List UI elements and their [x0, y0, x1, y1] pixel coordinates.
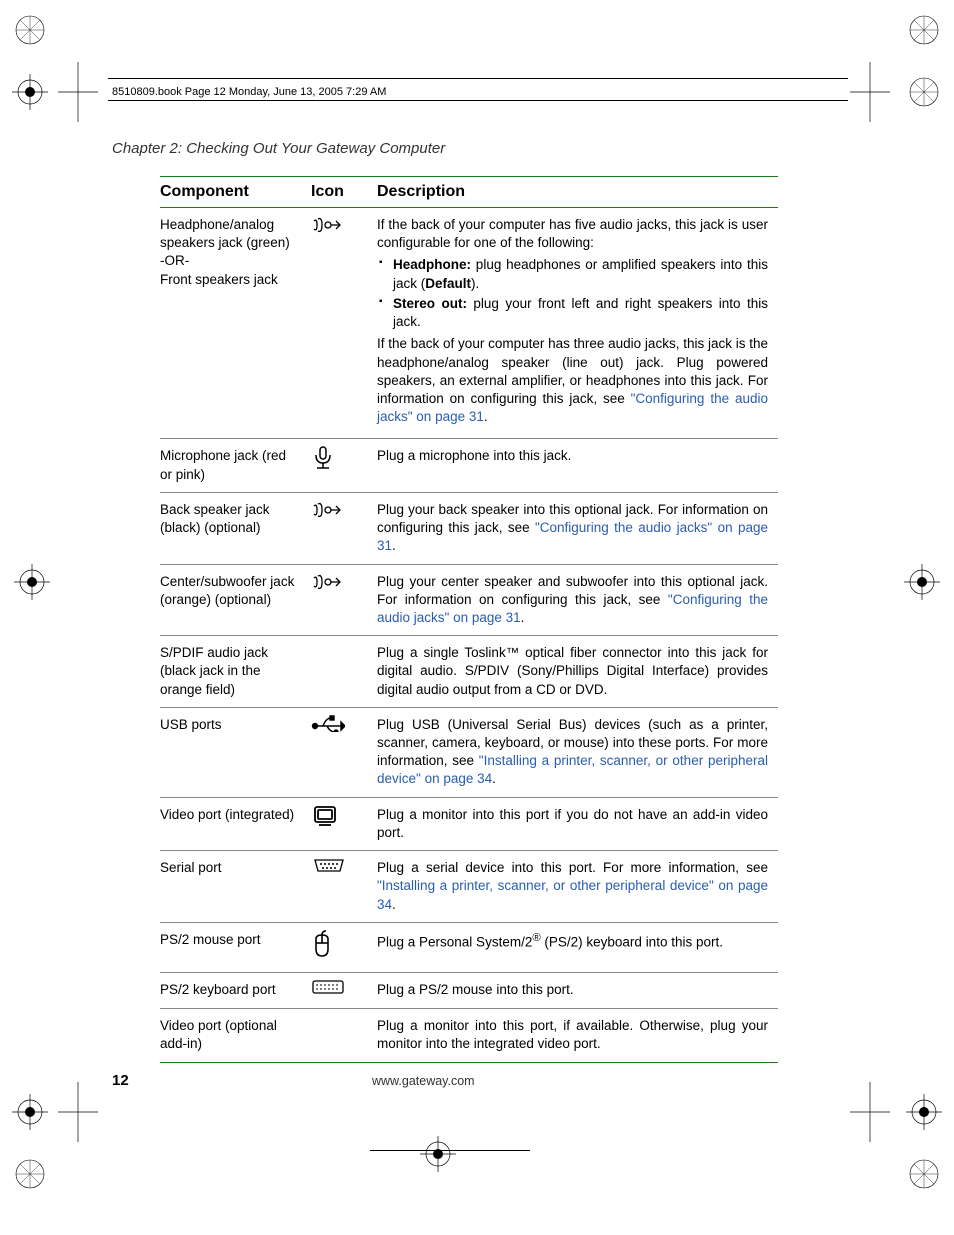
cell-description: Plug USB (Universal Serial Bus) devices … [377, 707, 778, 797]
monitor-icon [311, 804, 339, 828]
table-row: PS/2 keyboard port Plug [160, 973, 778, 1009]
microphone-icon [311, 445, 335, 473]
cell-component: PS/2 keyboard port [160, 973, 311, 1009]
cell-description: If the back of your computer has five au… [377, 208, 778, 439]
cell-description: Plug your back speaker into this optiona… [377, 492, 778, 564]
cell-component: USB ports [160, 707, 311, 797]
list-item: Stereo out: plug your front left and rig… [391, 295, 768, 331]
usb-icon [311, 714, 345, 732]
list-item: Headphone: plug headphones or amplified … [391, 256, 768, 292]
cell-icon [311, 208, 377, 439]
table-row: Back speaker jack (black) (optional) [160, 492, 778, 564]
reg-circle-bl [12, 1156, 48, 1192]
table-row: S/PDIF audio jack (black jack in the ora… [160, 636, 778, 708]
reg-circle-tl [12, 12, 48, 48]
page-number: 12 [112, 1072, 129, 1089]
mouse-icon [311, 929, 333, 959]
bullet-label: Headphone: [393, 257, 471, 272]
header-rule-bottom [108, 100, 848, 101]
table-row: Video port (integrated) Plug a monitor i… [160, 797, 778, 850]
bullet-bold: Default [425, 276, 471, 291]
cell-component: S/PDIF audio jack (black jack in the ora… [160, 636, 311, 708]
cell-icon [311, 636, 377, 708]
cell-description: Plug a PS/2 mouse into this port. [377, 973, 778, 1009]
cell-icon [311, 707, 377, 797]
cell-component: Back speaker jack (black) (optional) [160, 492, 311, 564]
reg-target-bl [12, 1094, 48, 1130]
serial-port-icon [311, 857, 347, 875]
cell-icon [311, 1009, 377, 1062]
table-row: Center/subwoofer jack (orange) (optional… [160, 564, 778, 636]
cell-component: PS/2 mouse port [160, 922, 311, 972]
table-row: Serial port Plug a seri [160, 851, 778, 923]
crop-mark-top-right [850, 62, 890, 122]
table-row: Video port (optional add-in) Plug a moni… [160, 1009, 778, 1062]
registered-mark: ® [532, 932, 540, 944]
cell-component: Microphone jack (red or pink) [160, 439, 311, 492]
cell-description: Plug a serial device into this port. For… [377, 851, 778, 923]
reg-circle-br [906, 1156, 942, 1192]
cell-description: Plug a single Toslink™ optical fiber con… [377, 636, 778, 708]
cell-component: Center/subwoofer jack (orange) (optional… [160, 564, 311, 636]
reg-circle-tr [906, 74, 942, 110]
header-rule-top [108, 78, 848, 79]
th-component: Component [160, 177, 311, 208]
cell-description: Plug your center speaker and subwoofer i… [377, 564, 778, 636]
reg-target-br [906, 1094, 942, 1130]
bullet-tail: ). [471, 276, 479, 291]
chapter-title: Chapter 2: Checking Out Your Gateway Com… [112, 140, 445, 157]
cell-icon [311, 564, 377, 636]
reg-target-tl [12, 74, 48, 110]
cell-component: Serial port [160, 851, 311, 923]
cell-icon [311, 439, 377, 492]
components-table: Component Icon Description Headphone/ana… [160, 176, 778, 1063]
cell-icon [311, 922, 377, 972]
table-row: PS/2 mouse port Plug a Personal System/2… [160, 922, 778, 972]
table-row: Microphone jack (red or pink) Plug a mic… [160, 439, 778, 492]
cell-icon [311, 851, 377, 923]
footer-url: www.gateway.com [372, 1074, 475, 1088]
cell-icon [311, 973, 377, 1009]
page-footer: 12 www.gateway.com [112, 1072, 782, 1089]
reg-target-bc [420, 1136, 456, 1172]
cell-description: Plug a monitor into this port, if availa… [377, 1009, 778, 1062]
crop-mark-bottom-right [850, 1082, 890, 1142]
audio-out-icon [311, 499, 341, 521]
table-row: USB ports [160, 707, 778, 797]
bullet-list: Headphone: plug headphones or amplified … [377, 256, 768, 331]
audio-out-icon [311, 214, 341, 236]
th-icon: Icon [311, 177, 377, 208]
th-description: Description [377, 177, 778, 208]
reg-target-mr [904, 564, 940, 600]
table-row: Headphone/analog speakers jack (green) -… [160, 208, 778, 439]
crop-mark-top-left [58, 62, 98, 122]
reg-line-bc [370, 1150, 530, 1151]
cell-icon [311, 797, 377, 850]
cell-component: Video port (integrated) [160, 797, 311, 850]
cell-component: Headphone/analog speakers jack (green) -… [160, 208, 311, 439]
reg-target-ml [14, 564, 50, 600]
page: 8510809.book Page 12 Monday, June 13, 20… [0, 0, 954, 1235]
cross-ref-link[interactable]: "Installing a printer, scanner, or other… [377, 878, 768, 911]
cell-component: Video port (optional add-in) [160, 1009, 311, 1062]
cell-icon [311, 492, 377, 564]
reg-target-tr [906, 12, 942, 48]
content-area: Component Icon Description Headphone/ana… [160, 176, 778, 1063]
desc-text: If the back of your computer has three a… [377, 335, 768, 426]
keyboard-icon [311, 979, 345, 995]
crop-mark-bottom-left [58, 1082, 98, 1142]
header-meta-text: 8510809.book Page 12 Monday, June 13, 20… [112, 86, 386, 98]
bullet-label: Stereo out: [393, 296, 467, 311]
desc-text: If the back of your computer has five au… [377, 216, 768, 252]
cell-description: Plug a Personal System/2® (PS/2) keyboar… [377, 922, 778, 972]
cell-description: Plug a microphone into this jack. [377, 439, 778, 492]
audio-out-icon [311, 571, 341, 593]
cell-description: Plug a monitor into this port if you do … [377, 797, 778, 850]
